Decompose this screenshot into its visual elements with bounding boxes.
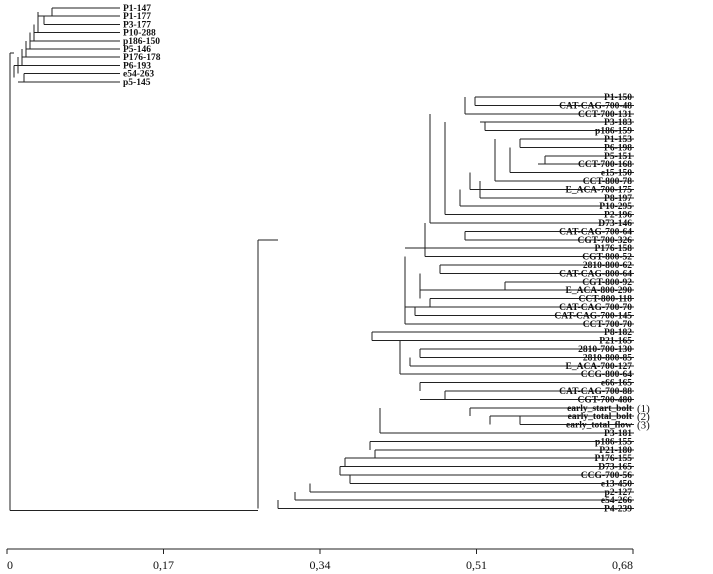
leaf-label: P10-295 (599, 202, 632, 212)
leaf-label: P5-151 (604, 152, 632, 162)
leaf-label: e54-263 (123, 70, 154, 80)
leaf-label: P6-198 (604, 143, 632, 153)
leaf-label: D73-146 (598, 219, 632, 229)
leaf-label: CCT-700-168 (578, 160, 632, 170)
x-axis-tick-label: 0,34 (310, 558, 331, 572)
leaf-label: CCG-800-64 (581, 370, 632, 380)
leaf-label: P8-182 (604, 328, 632, 338)
leaf-label: D73-165 (598, 463, 632, 473)
leaf-label: 2810-800-85 (583, 353, 632, 363)
leaf-label: E_ACA-700-175 (566, 185, 633, 195)
leaf-label: P3-181 (604, 429, 632, 439)
leaf-label: E_ACA-800-290 (566, 286, 633, 296)
leaf-label: P21-180 (599, 446, 632, 456)
leaf-label: p5-145 (123, 78, 151, 88)
leaf-annotation: (2) (637, 411, 650, 423)
leaf-label: CCT-700-131 (578, 110, 632, 120)
leaf-annotation: (3) (637, 420, 650, 432)
leaf-label: CAT-CAG-700-64 (559, 227, 632, 237)
leaf-label: p186-155 (595, 437, 632, 447)
leaf-label: P2-196 (604, 211, 632, 221)
leaf-label: P1-177 (123, 12, 151, 22)
leaf-label: P1-150 (604, 93, 632, 103)
leaf-label: P21-165 (599, 337, 632, 347)
leaf-label: P3-177 (123, 20, 151, 30)
leaf-label: P176-178 (123, 53, 161, 63)
leaf-label: P8-197 (604, 194, 632, 204)
leaf-labels: P1-147P1-177P3-177P10-288p186-150P5-146P… (123, 4, 650, 515)
leaf-label: CGT-700-326 (577, 236, 632, 246)
leaf-label: P1-153 (604, 135, 632, 145)
leaf-label: early_total_bolt (568, 412, 633, 422)
leaf-label: CGT-700-480 (577, 395, 632, 405)
leaf-label: e13-450 (601, 479, 632, 489)
leaf-label: P4-239 (604, 505, 632, 515)
leaf-label: CAT-CAG-700-70 (559, 303, 632, 313)
leaf-label: p2-127 (605, 488, 633, 498)
leaf-label: P5-146 (123, 45, 151, 55)
leaf-label: e66-165 (601, 379, 632, 389)
leaf-label: 2810-800-62 (583, 261, 632, 271)
leaf-label: CAT-CAG-800-64 (559, 269, 632, 279)
leaf-label: CCT-800-78 (583, 177, 633, 187)
x-axis-tick-label: 0,17 (153, 558, 174, 572)
leaf-label: early_total_flow (566, 421, 632, 431)
leaf-label: early_start_bolt (567, 404, 633, 414)
leaf-label: P6-193 (123, 61, 151, 71)
leaf-label: P176-155 (595, 454, 633, 464)
x-axis: 0 0,17 0,34 0,51 0,68 (6, 548, 634, 572)
leaf-label: P10-288 (123, 29, 156, 39)
leaf-label: P3-183 (604, 118, 632, 128)
leaf-label: e54-266 (601, 496, 632, 506)
leaf-label: CAT-CAG-700-88 (559, 387, 632, 397)
leaf-label: e15-150 (601, 169, 632, 179)
x-axis-tick-label: 0,51 (466, 558, 487, 572)
leaf-label: p186-150 (123, 37, 160, 47)
leaf-label: CGT-800-92 (582, 278, 632, 288)
dendrogram-branches (9, 7, 634, 512)
x-axis-tick-label: 0,68 (612, 558, 633, 572)
leaf-annotation: (1) (637, 403, 650, 415)
leaf-label: CGT-800-52 (582, 253, 632, 263)
x-axis-tick-label: 0 (7, 558, 13, 572)
leaf-label: CCG-700-56 (581, 471, 632, 481)
leaf-label: p186-159 (595, 127, 632, 137)
leaf-label: CAT-CAG-700-48 (559, 101, 632, 111)
leaf-label: P176-158 (595, 244, 633, 254)
leaf-label: 2810-700-130 (578, 345, 632, 355)
leaf-label: CCT-800-118 (579, 295, 633, 305)
leaf-label: CCT-700-70 (583, 320, 633, 330)
leaf-label: E_ACA-700-127 (566, 362, 633, 372)
leaf-label: CAT-CAG-700-145 (554, 311, 632, 321)
leaf-label: P1-147 (123, 4, 151, 14)
